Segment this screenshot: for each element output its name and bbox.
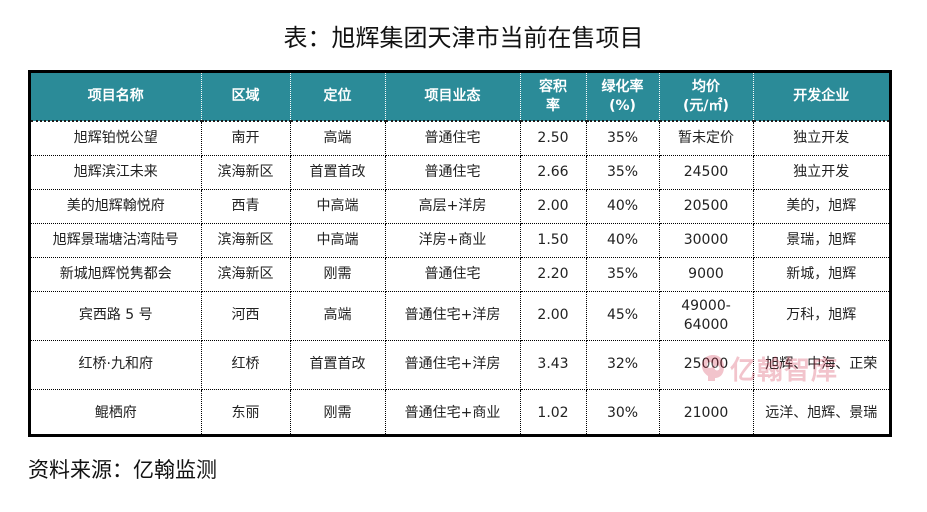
cell-district: 南开 bbox=[201, 121, 291, 156]
header-far-line1: 容积 bbox=[539, 78, 567, 95]
cell-positioning: 首置首改 bbox=[290, 340, 386, 390]
cell-district: 滨海新区 bbox=[201, 223, 291, 258]
cell-project-name: 红桥·九和府 bbox=[31, 340, 202, 390]
cell-district: 滨海新区 bbox=[201, 257, 291, 292]
header-price-line1: 均价 bbox=[692, 78, 720, 95]
cell-green-rate: 35% bbox=[586, 257, 660, 292]
cell-project-name: 旭辉景瑞塘沽湾陆号 bbox=[31, 223, 202, 258]
cell-developer: 新城，旭辉 bbox=[753, 257, 889, 292]
cell-product-type: 普通住宅+商业 bbox=[385, 389, 521, 434]
cell-far: 1.50 bbox=[520, 223, 587, 258]
cell-positioning: 首置首改 bbox=[290, 155, 386, 190]
cell-green-rate: 32% bbox=[586, 340, 660, 390]
header-avg-price: 均价 (元/㎡) bbox=[659, 73, 754, 122]
cell-product-type: 高层+洋房 bbox=[385, 189, 521, 224]
header-developer: 开发企业 bbox=[753, 73, 889, 122]
cell-product-type: 普通住宅+洋房 bbox=[385, 291, 521, 341]
cell-far: 2.66 bbox=[520, 155, 587, 190]
cell-avg-price: 21000 bbox=[659, 389, 754, 434]
cell-avg-price: 暂未定价 bbox=[659, 121, 754, 156]
cell-avg-price: 30000 bbox=[659, 223, 754, 258]
cell-developer: 独立开发 bbox=[753, 155, 889, 190]
header-green-line1: 绿化率 bbox=[601, 78, 644, 95]
cell-far: 2.00 bbox=[520, 291, 587, 341]
cell-product-type: 普通住宅 bbox=[385, 257, 521, 292]
cell-positioning: 高端 bbox=[290, 291, 386, 341]
header-product-type: 项目业态 bbox=[385, 73, 521, 122]
header-price-line2: (元/㎡) bbox=[683, 97, 729, 114]
projects-table: 项目名称 区域 定位 项目业态 容积 率 绿化率 (%) 均价 (元/㎡) 开发… bbox=[31, 73, 889, 434]
cell-project-name: 美的旭辉翰悦府 bbox=[31, 189, 202, 224]
cell-project-name: 鲲栖府 bbox=[31, 389, 202, 434]
header-far-line2: 率 bbox=[546, 97, 560, 114]
cell-green-rate: 35% bbox=[586, 155, 660, 190]
cell-avg-price: 9000 bbox=[659, 257, 754, 292]
cell-district: 红桥 bbox=[201, 340, 291, 390]
cell-developer: 万科，旭辉 bbox=[753, 291, 889, 341]
table-row: 新城旭辉悦隽都会 滨海新区 刚需 普通住宅 2.20 35% 9000 新城，旭… bbox=[31, 257, 889, 292]
table-row: 旭辉铂悦公望 南开 高端 普通住宅 2.50 35% 暂未定价 独立开发 bbox=[31, 121, 889, 156]
cell-avg-price: 24500 bbox=[659, 155, 754, 190]
cell-product-type: 洋房+商业 bbox=[385, 223, 521, 258]
table-row: 鲲栖府 东丽 刚需 普通住宅+商业 1.02 30% 21000 远洋、旭辉、景… bbox=[31, 389, 889, 434]
cell-project-name: 新城旭辉悦隽都会 bbox=[31, 257, 202, 292]
cell-far: 2.50 bbox=[520, 121, 587, 156]
table-row: 旭辉景瑞塘沽湾陆号 滨海新区 中高端 洋房+商业 1.50 40% 30000 … bbox=[31, 223, 889, 258]
cell-avg-price: 25000 bbox=[659, 340, 754, 390]
table-row: 红桥·九和府 红桥 首置首改 普通住宅+洋房 3.43 32% 25000 旭辉… bbox=[31, 340, 889, 390]
table-row: 宾西路 5 号 河西 高端 普通住宅+洋房 2.00 45% 49000-640… bbox=[31, 291, 889, 341]
header-green-line2: (%) bbox=[609, 97, 636, 114]
cell-positioning: 刚需 bbox=[290, 257, 386, 292]
cell-green-rate: 45% bbox=[586, 291, 660, 341]
cell-avg-price: 20500 bbox=[659, 189, 754, 224]
cell-positioning: 高端 bbox=[290, 121, 386, 156]
cell-far: 2.20 bbox=[520, 257, 587, 292]
cell-project-name: 旭辉铂悦公望 bbox=[31, 121, 202, 156]
cell-developer: 旭辉、中海、正荣 bbox=[753, 340, 889, 390]
cell-green-rate: 40% bbox=[586, 189, 660, 224]
table-row: 美的旭辉翰悦府 西青 中高端 高层+洋房 2.00 40% 20500 美的，旭… bbox=[31, 189, 889, 224]
cell-positioning: 刚需 bbox=[290, 389, 386, 434]
source-note: 资料来源：亿翰监测 bbox=[28, 458, 217, 482]
cell-project-name: 旭辉滨江未来 bbox=[31, 155, 202, 190]
table-row: 旭辉滨江未来 滨海新区 首置首改 普通住宅 2.66 35% 24500 独立开… bbox=[31, 155, 889, 190]
cell-green-rate: 40% bbox=[586, 223, 660, 258]
header-positioning: 定位 bbox=[290, 73, 386, 122]
cell-far: 3.43 bbox=[520, 340, 587, 390]
cell-developer: 独立开发 bbox=[753, 121, 889, 156]
cell-district: 滨海新区 bbox=[201, 155, 291, 190]
cell-avg-price: 49000-64000 bbox=[659, 291, 754, 341]
header-project-name: 项目名称 bbox=[31, 73, 202, 122]
cell-positioning: 中高端 bbox=[290, 189, 386, 224]
cell-green-rate: 35% bbox=[586, 121, 660, 156]
header-floor-area-ratio: 容积 率 bbox=[520, 73, 587, 122]
cell-developer: 美的，旭辉 bbox=[753, 189, 889, 224]
cell-product-type: 普通住宅 bbox=[385, 121, 521, 156]
cell-district: 西青 bbox=[201, 189, 291, 224]
table-title: 表：旭辉集团天津市当前在售项目 bbox=[283, 24, 644, 52]
table-header-row: 项目名称 区域 定位 项目业态 容积 率 绿化率 (%) 均价 (元/㎡) 开发… bbox=[31, 73, 889, 122]
header-district: 区域 bbox=[201, 73, 291, 122]
cell-green-rate: 30% bbox=[586, 389, 660, 434]
cell-positioning: 中高端 bbox=[290, 223, 386, 258]
cell-product-type: 普通住宅+洋房 bbox=[385, 340, 521, 390]
cell-product-type: 普通住宅 bbox=[385, 155, 521, 190]
header-green-rate: 绿化率 (%) bbox=[586, 73, 660, 122]
cell-project-name: 宾西路 5 号 bbox=[31, 291, 202, 341]
cell-developer: 远洋、旭辉、景瑞 bbox=[753, 389, 889, 434]
cell-far: 2.00 bbox=[520, 189, 587, 224]
cell-developer: 景瑞，旭辉 bbox=[753, 223, 889, 258]
cell-district: 东丽 bbox=[201, 389, 291, 434]
cell-far: 1.02 bbox=[520, 389, 587, 434]
projects-table-container: 项目名称 区域 定位 项目业态 容积 率 绿化率 (%) 均价 (元/㎡) 开发… bbox=[28, 70, 892, 437]
cell-district: 河西 bbox=[201, 291, 291, 341]
